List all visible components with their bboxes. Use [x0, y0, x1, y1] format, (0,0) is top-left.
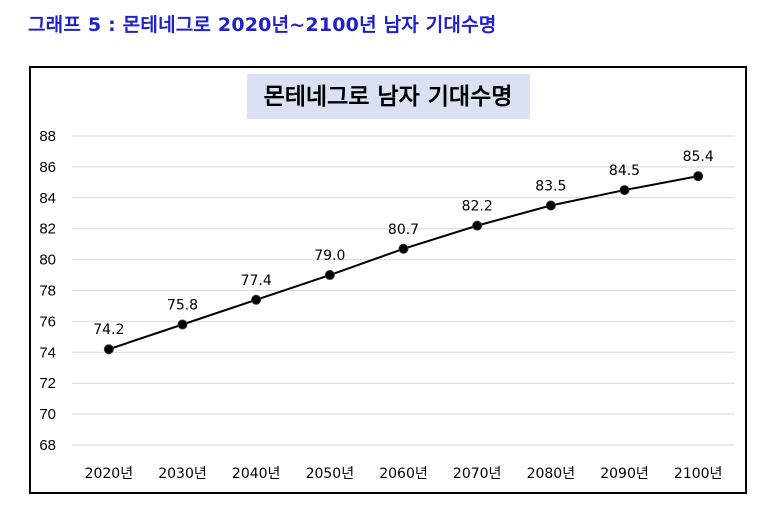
- data-label: 85.4: [683, 149, 714, 165]
- data-point: [619, 185, 630, 196]
- x-tick-label: 2030년: [158, 466, 207, 482]
- data-points: [103, 171, 704, 355]
- data-point: [693, 171, 704, 182]
- x-tick-label: 2090년: [600, 466, 649, 482]
- data-label: 75.8: [167, 297, 198, 313]
- y-tick-label: 70: [39, 406, 56, 423]
- data-label: 83.5: [535, 179, 566, 195]
- gridlines: [72, 135, 735, 446]
- x-tick-label: 2070년: [453, 466, 502, 482]
- data-point: [398, 243, 409, 254]
- data-label: 79.0: [314, 248, 345, 264]
- x-tick-label: 2060년: [379, 466, 428, 482]
- series-line-path: [108, 175, 699, 351]
- figure-caption: 그래프 5 : 몬테네그로 2020년~2100년 남자 기대수명: [28, 14, 497, 36]
- y-tick-label: 84: [39, 190, 56, 207]
- data-labels: 74.2 75.8 77.4 79.0 80.7 82.2 83.5 84.5 85.4: [93, 149, 714, 338]
- x-axis-ticks: 2020년 2030년 2040년 2050년 2060년 2070년 2080년 2090년…: [85, 466, 723, 482]
- data-point: [472, 220, 483, 231]
- data-label: 82.2: [462, 199, 493, 215]
- data-label: 77.4: [241, 273, 272, 289]
- data-point: [177, 319, 188, 330]
- y-axis-ticks: 68 70 72 74 76 78 80 82 84 86 88: [39, 128, 56, 454]
- series-line: [108, 175, 699, 351]
- data-point: [251, 294, 262, 305]
- data-label: 80.7: [388, 222, 419, 238]
- y-tick-label: 76: [39, 313, 56, 330]
- y-tick-label: 74: [39, 344, 56, 361]
- data-point: [324, 270, 335, 281]
- y-tick-label: 86: [39, 159, 56, 176]
- chart-title-background: [247, 74, 530, 119]
- chart-frame: [29, 66, 747, 494]
- data-point: [545, 200, 556, 211]
- x-tick-label: 2050년: [306, 466, 355, 482]
- x-tick-label: 2040년: [232, 466, 281, 482]
- data-point: [103, 344, 114, 355]
- x-tick-label: 2100년: [674, 466, 723, 482]
- y-tick-label: 78: [39, 283, 56, 300]
- chart-title: 몬테네그로 남자 기대수명: [264, 84, 513, 110]
- y-tick-label: 72: [39, 375, 56, 392]
- x-tick-label: 2080년: [527, 466, 576, 482]
- y-tick-label: 88: [39, 128, 56, 145]
- data-label: 74.2: [93, 322, 124, 338]
- data-label: 84.5: [609, 163, 640, 179]
- y-tick-label: 82: [39, 221, 56, 238]
- x-tick-label: 2020년: [85, 466, 134, 482]
- y-tick-label: 80: [39, 252, 56, 269]
- y-tick-label: 68: [39, 437, 56, 454]
